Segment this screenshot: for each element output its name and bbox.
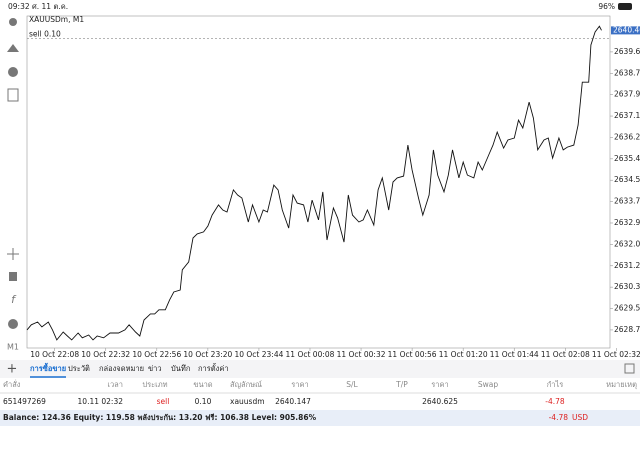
x-tick-label: 10 Oct 22:08 — [30, 350, 79, 359]
cell-time: 10.11 02:32 — [78, 397, 124, 406]
price-tag-label: 2640.465 — [613, 25, 640, 34]
x-tick-label: 11 Oct 02:08 — [541, 350, 590, 359]
column-header: สัญลักษณ์ — [230, 380, 262, 389]
column-header: ประเภท — [142, 380, 167, 389]
trade-icon[interactable] — [7, 44, 19, 52]
column-header: S/L — [346, 380, 358, 389]
summary-bar — [0, 410, 640, 426]
summary-text: Balance: 124.36 Equity: 119.58 พลังประกั… — [3, 413, 317, 422]
y-tick-label: 2639.620 — [614, 47, 640, 56]
tab[interactable]: การซื้อขาย — [30, 362, 66, 373]
x-tick-label: 11 Oct 01:44 — [490, 350, 539, 359]
column-header: T/P — [395, 380, 408, 389]
column-header: หมายเหตุ — [606, 380, 637, 389]
add-icon[interactable] — [7, 88, 19, 102]
x-tick-label: 11 Oct 02:32 — [592, 350, 640, 359]
sell-label: sell 0.10 — [29, 29, 61, 38]
tab-bar — [0, 360, 640, 378]
y-tick-label: 2634.580 — [614, 175, 640, 184]
tab[interactable]: ข่าว — [148, 364, 162, 373]
price-line — [26, 25, 602, 341]
x-tick-label: 10 Oct 22:32 — [81, 350, 130, 359]
x-tick-label: 11 Oct 00:32 — [337, 350, 386, 359]
y-tick-label: 2632.060 — [614, 239, 640, 248]
summary-currency: USD — [572, 413, 588, 422]
y-tick-label: 2635.420 — [614, 154, 640, 163]
indicator-icon[interactable]: f — [11, 293, 17, 306]
cell-type: sell — [157, 397, 170, 406]
tab[interactable]: กล่องจดหมาย — [99, 364, 144, 373]
column-header: ขนาด — [193, 380, 212, 389]
column-header: คำสั่ง — [3, 379, 21, 389]
cell-profit: -4.78 — [545, 397, 565, 406]
status-date: ศ. 11 ต.ค. — [32, 2, 68, 11]
plot-frame — [26, 15, 611, 349]
x-tick-label: 10 Oct 23:44 — [234, 350, 283, 359]
y-tick-label: 2632.900 — [614, 218, 640, 227]
chart: XAUUSDm, M1 2628.700 2629.540 2630.380 2631… — [26, 15, 640, 359]
column-header: ราคา — [431, 380, 448, 389]
cell-order: 651497269 — [3, 397, 46, 406]
y-tick-label: 2636.260 — [614, 132, 640, 141]
crosshair-icon[interactable] — [7, 248, 19, 260]
account-icon[interactable] — [9, 18, 17, 26]
y-tick-label: 2628.700 — [614, 325, 640, 334]
status-battery: 96% — [598, 2, 615, 11]
cell-current: 2640.625 — [422, 397, 458, 406]
y-tick-label: 2629.540 — [614, 304, 640, 313]
tab[interactable]: บันทึก — [171, 364, 190, 373]
tab[interactable]: ประวัติ — [68, 364, 90, 373]
y-tick-label: 2637.940 — [614, 90, 640, 99]
y-tick-label: 2631.220 — [614, 261, 640, 270]
summary-profit: -4.78 — [549, 413, 569, 422]
battery-icon — [618, 3, 632, 10]
x-tick-label: 11 Oct 00:56 — [388, 350, 437, 359]
y-tick-label: 2633.740 — [614, 197, 640, 206]
x-tick-label: 10 Oct 22:56 — [132, 350, 181, 359]
cell-symbol: xauusdm — [230, 397, 265, 406]
candles-icon[interactable] — [9, 272, 17, 281]
y-tick-label: 2638.780 — [614, 68, 640, 77]
price-tag — [611, 26, 640, 35]
column-header: ราคา — [291, 380, 308, 389]
layout-button[interactable] — [624, 363, 635, 374]
timeframe-button[interactable]: M1 — [7, 343, 19, 352]
y-tick-label: 2637.100 — [614, 111, 640, 120]
column-header: กำไร — [547, 380, 564, 389]
column-header: เวลา — [107, 380, 123, 389]
x-tick-label: 10 Oct 23:20 — [183, 350, 232, 359]
cell-volume: 0.10 — [195, 397, 212, 406]
chat-icon[interactable] — [8, 67, 18, 77]
y-tick-label: 2630.380 — [614, 282, 640, 291]
x-tick-label: 11 Oct 01:20 — [439, 350, 488, 359]
objects-icon[interactable] — [8, 319, 18, 329]
x-tick-label: 11 Oct 00:08 — [286, 350, 335, 359]
cell-price: 2640.147 — [275, 397, 311, 406]
add-button[interactable]: + — [7, 362, 18, 377]
column-header: Swap — [478, 380, 498, 389]
status-time: 09:32 — [8, 2, 30, 11]
chart-title: XAUUSDm, M1 — [29, 15, 84, 24]
tab[interactable]: การตั้งค่า — [198, 363, 229, 373]
